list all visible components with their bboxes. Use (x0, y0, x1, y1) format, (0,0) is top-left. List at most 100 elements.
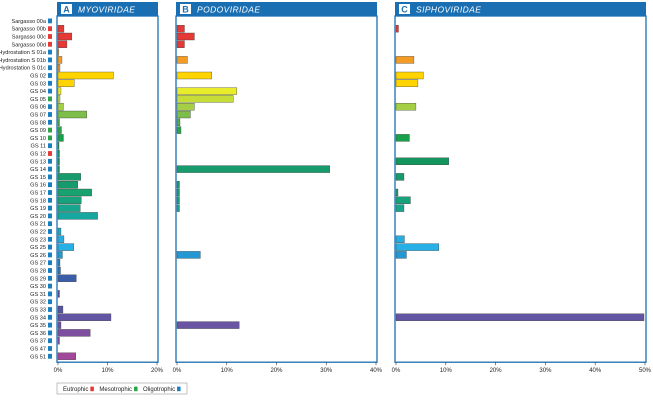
site-label: GS 17 (30, 191, 46, 197)
bar (57, 274, 77, 282)
trophic-marker (48, 197, 52, 203)
legend-box (56, 382, 188, 395)
trophic-marker (48, 26, 52, 32)
panel-frame (175, 15, 378, 363)
legend-swatch (177, 386, 181, 392)
trophic-marker (48, 135, 52, 141)
x-tick-label: 10% (221, 368, 234, 374)
bar (176, 110, 191, 119)
bar (395, 103, 417, 111)
bar (57, 95, 61, 103)
bar (57, 243, 75, 251)
site-label: GS 22 (30, 230, 46, 236)
bar (57, 56, 63, 64)
site-label: GS 15 (30, 175, 46, 181)
site-label: GS 29 (30, 276, 46, 282)
bar (57, 87, 62, 95)
panel-header (395, 2, 646, 16)
site-label: GS 07 (30, 113, 46, 119)
bar (176, 71, 213, 80)
x-tick-label: 40% (589, 368, 602, 374)
bar (176, 103, 195, 111)
site-label: GS 13 (30, 159, 46, 165)
bar (395, 243, 440, 251)
trophic-marker (48, 73, 52, 78)
panel-c: C SIPHOVIRIDAE 0% 10% 20% 30% 40% 50% (392, 2, 652, 374)
trophic-marker (48, 190, 52, 195)
trophic-marker (48, 112, 52, 117)
bar (176, 251, 201, 259)
bar (57, 259, 61, 267)
site-label: GS 25 (30, 245, 46, 251)
bar (57, 212, 98, 220)
bar (176, 56, 188, 64)
x-tick-label: 0% (392, 368, 401, 374)
panel-a: A MYOVIRIDAE 0% 10% 20% (54, 2, 164, 374)
bar (395, 204, 405, 212)
site-label: GS 36 (30, 331, 46, 337)
site-label: GS 10 (30, 136, 46, 142)
bar (57, 251, 63, 259)
trophic-marker (48, 104, 52, 110)
site-label: GS 16 (30, 183, 46, 189)
site-label: GS 27 (30, 261, 46, 267)
bar (57, 266, 61, 275)
trophic-marker (48, 291, 52, 297)
bar (57, 32, 73, 41)
trophic-marker (48, 236, 52, 242)
site-label: GS 06 (30, 105, 46, 111)
legend-label: Eutrophic (63, 387, 88, 393)
x-tick-label: 10% (101, 368, 114, 374)
bar (176, 87, 237, 95)
legend-swatch (90, 386, 94, 392)
x-tick-label: 0% (173, 368, 182, 374)
panel-letter: B (182, 5, 189, 15)
bar (176, 40, 185, 48)
site-label: Hydrostation S 01b (0, 58, 46, 64)
bar (57, 40, 68, 48)
site-label: GS 02 (30, 74, 46, 80)
site-label: GS 34 (30, 315, 46, 321)
legend-label: Mesotrophic (99, 387, 132, 393)
trophic-marker (48, 65, 52, 71)
trophic-marker (48, 283, 52, 289)
panel-title: MYOVIRIDAE (78, 4, 135, 14)
site-label: Hydrostation S 01c (0, 66, 46, 72)
bar (57, 227, 62, 236)
panel-frame (394, 15, 647, 363)
bar (57, 157, 60, 165)
x-tick-label: 0% (54, 368, 63, 374)
bar (395, 134, 410, 142)
bar (176, 181, 180, 189)
trophic-marker (48, 151, 52, 156)
bar (395, 157, 449, 165)
site-label: GS 35 (30, 323, 46, 329)
site-label: GS 20 (30, 214, 46, 220)
bar (395, 56, 415, 64)
site-label: GS 31 (30, 292, 46, 298)
site-label: Sargasso 00c (12, 35, 46, 41)
bar (57, 235, 65, 243)
panel-letter-box (180, 4, 191, 14)
site-label: GS 08 (30, 120, 46, 126)
site-label: GS 23 (30, 237, 46, 243)
panel-title: PODOVIRIDAE (197, 4, 260, 14)
trophic-marker (48, 41, 52, 47)
site-label: Sargasso 00b (11, 27, 46, 33)
site-label: GS 05 (30, 97, 46, 103)
x-tick-label: 40% (370, 368, 383, 374)
trophic-marker (48, 80, 52, 86)
bar (395, 196, 411, 204)
bar (176, 188, 180, 197)
trophic-marker (48, 182, 52, 188)
bar (57, 64, 61, 72)
bar (395, 25, 399, 33)
trophic-marker (48, 322, 52, 328)
site-label: GS 19 (30, 206, 46, 212)
trophic-marker (48, 330, 52, 336)
bar (176, 321, 240, 329)
panel-letter: A (63, 5, 70, 15)
legend: Eutrophic Mesotrophic Oligotrophic (56, 382, 188, 395)
trophic-marker (48, 49, 52, 55)
site-label: GS 03 (30, 81, 46, 87)
